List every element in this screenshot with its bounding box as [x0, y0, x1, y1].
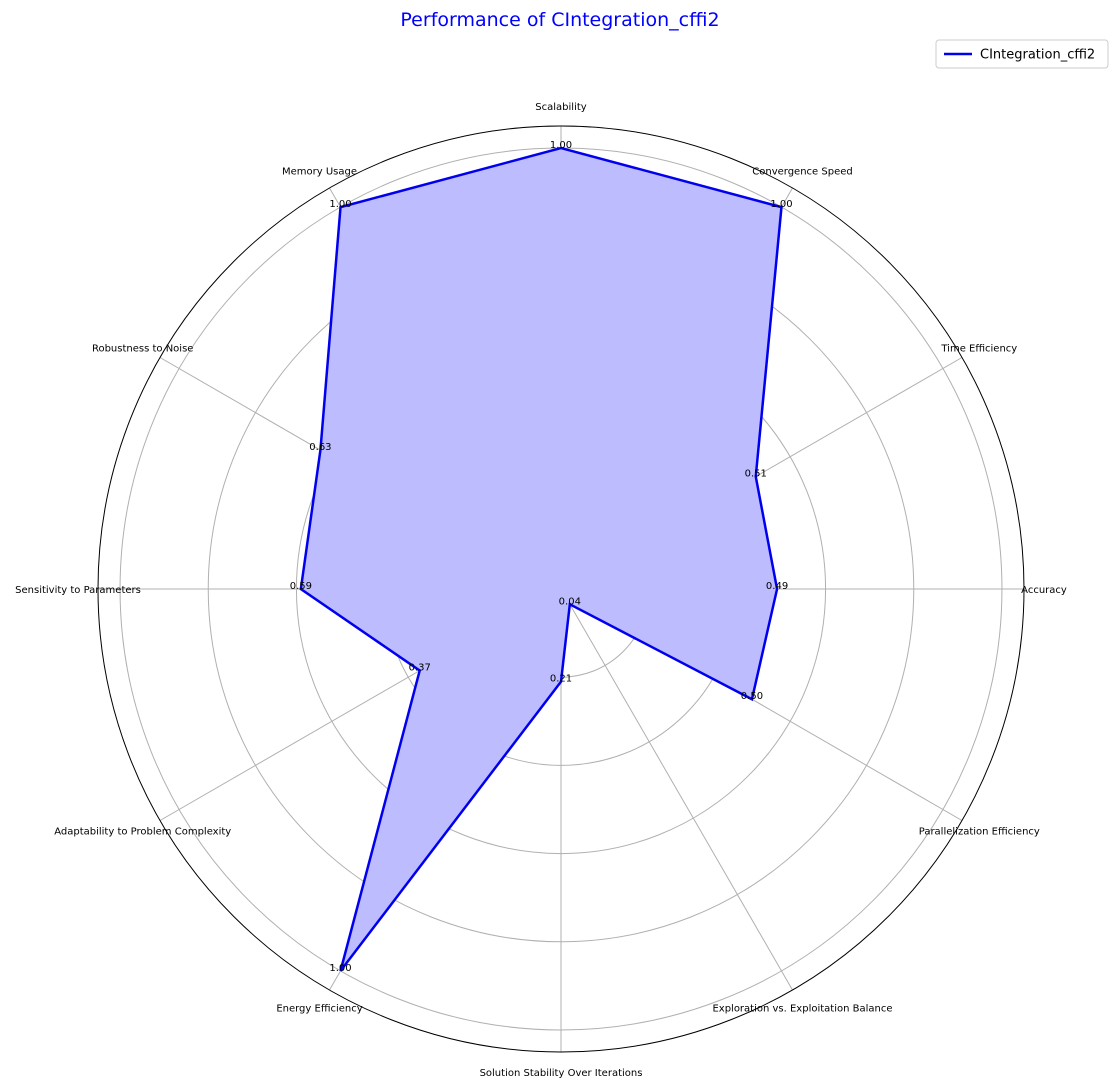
category-label: Accuracy — [1021, 585, 1067, 596]
series-area — [300, 148, 782, 971]
axis-labels: Scalability Convergence Speed Time Efficie… — [15, 102, 1067, 1079]
category-label: Energy Efficiency — [276, 1003, 362, 1014]
value-label: 0.63 — [309, 442, 331, 453]
radar-series: 1.00 1.00 0.51 0.49 0.50 0.04 0.21 1.00 0.37 0.59… — [290, 140, 793, 974]
grid-spoke — [560, 588, 793, 991]
value-label: 1.00 — [329, 963, 351, 974]
category-label: Convergence Speed — [752, 167, 852, 178]
category-label: Exploration vs. Exploitation Balance — [712, 1003, 892, 1014]
category-label: Parallelization Efficiency — [919, 827, 1040, 838]
value-label: 0.50 — [741, 691, 763, 702]
category-label: Robustness to Noise — [92, 344, 193, 355]
series-line — [299, 146, 783, 972]
category-label: Adaptability to Problem Complexity — [54, 827, 231, 838]
value-label: 0.59 — [290, 581, 312, 592]
legend: CIntegration_cffi2 — [935, 39, 1109, 69]
category-label: Sensitivity to Parameters — [15, 585, 141, 596]
category-label: Memory Usage — [282, 167, 357, 178]
value-label: 0.37 — [409, 663, 431, 674]
category-label: Scalability — [535, 102, 586, 113]
value-label: 1.00 — [550, 140, 572, 151]
value-label: 0.21 — [550, 674, 572, 685]
value-label: 0.51 — [745, 469, 767, 480]
category-label: Time Efficiency — [940, 344, 1017, 355]
value-label: 0.49 — [766, 581, 788, 592]
value-label: 0.04 — [559, 596, 581, 607]
category-label: Solution Stability Over Iterations — [480, 1068, 643, 1079]
chart-title: Performance of CIntegration_cffi2 — [400, 9, 719, 31]
value-label: 1.00 — [329, 199, 351, 210]
value-label: 1.00 — [770, 199, 792, 210]
legend-label: CIntegration_cffi2 — [980, 48, 1095, 63]
legend-box — [935, 39, 1109, 69]
outer-frame — [97, 125, 1025, 1053]
